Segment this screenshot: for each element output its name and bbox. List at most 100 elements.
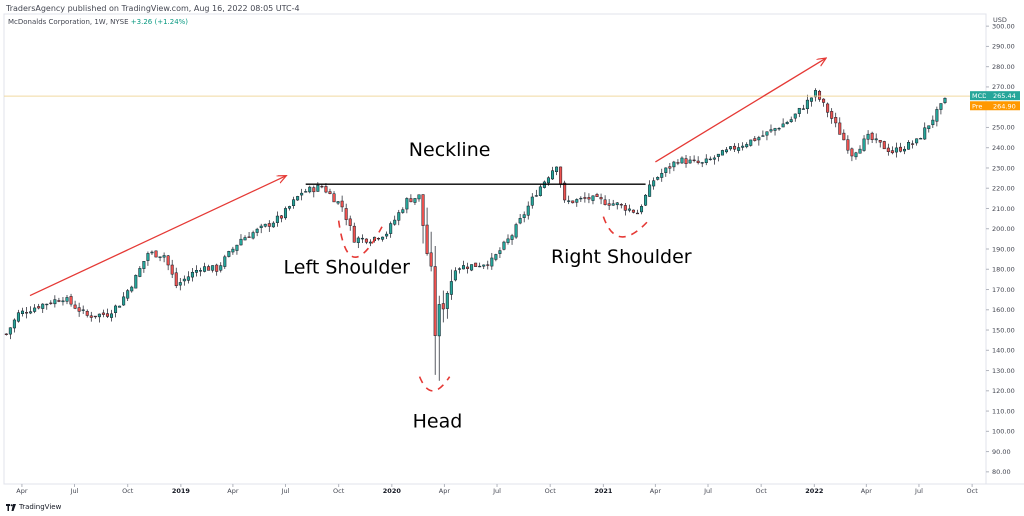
candle-body-up — [304, 191, 308, 193]
candle-body-up — [514, 224, 518, 238]
candle-body-down — [818, 90, 822, 100]
candle — [490, 252, 494, 270]
candle — [12, 318, 16, 333]
candle — [749, 139, 753, 147]
candle — [203, 262, 207, 273]
candle — [943, 97, 947, 105]
candle-body-up — [919, 138, 923, 140]
candle — [660, 168, 664, 182]
candle — [207, 264, 211, 271]
y-tick-label: 280.00 — [992, 63, 1015, 71]
pre-badge-bg — [970, 101, 986, 111]
candle — [555, 166, 559, 176]
candle — [708, 156, 712, 161]
y-tick-label: 270.00 — [992, 83, 1015, 91]
candle-body-up — [862, 138, 866, 151]
candle-body-up — [777, 128, 781, 130]
candle-body-down — [77, 307, 81, 312]
y-tick-label: 130.00 — [992, 367, 1015, 375]
candle-body-up — [126, 290, 130, 299]
candle-body-down — [603, 199, 607, 205]
candle — [110, 309, 114, 322]
candle — [822, 98, 826, 107]
candle — [190, 267, 194, 282]
candle — [81, 305, 85, 314]
candle — [931, 115, 935, 128]
candle — [263, 223, 267, 228]
candle-body-up — [567, 200, 571, 202]
candle — [441, 290, 445, 323]
y-tick-label: 180.00 — [992, 266, 1015, 274]
candle — [296, 195, 300, 201]
candle — [352, 222, 356, 243]
candle — [911, 140, 915, 149]
candle — [239, 234, 243, 246]
candle — [862, 135, 866, 152]
candle — [340, 195, 344, 212]
candle — [73, 300, 77, 310]
candle — [793, 113, 797, 122]
candle-body-down — [377, 237, 381, 240]
candle-body-down — [170, 264, 174, 275]
candle — [251, 230, 255, 240]
candle-body-up — [292, 199, 296, 206]
candle-body-up — [33, 307, 37, 312]
candle — [53, 295, 57, 308]
candle — [842, 129, 846, 141]
candle — [939, 103, 943, 115]
candle — [866, 130, 870, 145]
candle-body-down — [559, 166, 563, 185]
footer-brand[interactable]: TradingView — [6, 503, 61, 511]
candle-body-up — [538, 186, 542, 196]
candle-body-down — [267, 223, 271, 227]
symbol-line: McDonalds Corporation, 1W, NYSE — [8, 18, 129, 26]
candle-body-down — [676, 162, 680, 164]
candle — [437, 295, 441, 381]
candle-body-up — [296, 196, 300, 201]
candle — [368, 239, 372, 247]
candle — [538, 184, 542, 197]
candle-body-up — [708, 158, 712, 161]
candle — [850, 147, 854, 162]
candle — [494, 253, 498, 262]
candle — [89, 311, 93, 322]
x-tick-label: 2021 — [594, 487, 613, 495]
candle — [336, 201, 340, 205]
candle — [61, 296, 65, 306]
candle-body-up — [660, 173, 664, 178]
annotation-label: Left Shoulder — [284, 256, 411, 278]
candle — [162, 252, 166, 263]
candle — [923, 122, 927, 140]
candle-body-down — [822, 98, 826, 103]
candle — [466, 262, 470, 274]
candle-body-up — [749, 139, 753, 146]
candle — [882, 140, 886, 150]
candle — [138, 266, 142, 278]
x-tick-label: Apr — [861, 487, 873, 495]
price-badge-text: 265.44 — [993, 92, 1016, 100]
candle — [797, 107, 801, 118]
candle-body-up — [110, 313, 114, 318]
candle-body-down — [846, 139, 850, 151]
candle-body-down — [154, 250, 158, 258]
candle-body-down — [57, 300, 61, 302]
candle-body-up — [652, 180, 656, 187]
candle — [720, 149, 724, 156]
candle — [874, 133, 878, 144]
x-tick-label: Apr — [16, 487, 28, 495]
candle — [826, 102, 830, 118]
candle-body-up — [457, 268, 461, 270]
candle-body-up — [615, 202, 619, 206]
candle-body-down — [409, 198, 413, 203]
candle — [364, 238, 368, 245]
candle-body-up — [579, 197, 583, 200]
candle — [417, 194, 421, 202]
pattern-dashed-curve — [337, 220, 383, 258]
candle-body-up — [494, 254, 498, 260]
candle-body-up — [186, 276, 190, 281]
candle-body-down — [89, 315, 93, 318]
candle — [672, 160, 676, 172]
candle — [753, 136, 757, 142]
candle-body-up — [401, 209, 405, 213]
